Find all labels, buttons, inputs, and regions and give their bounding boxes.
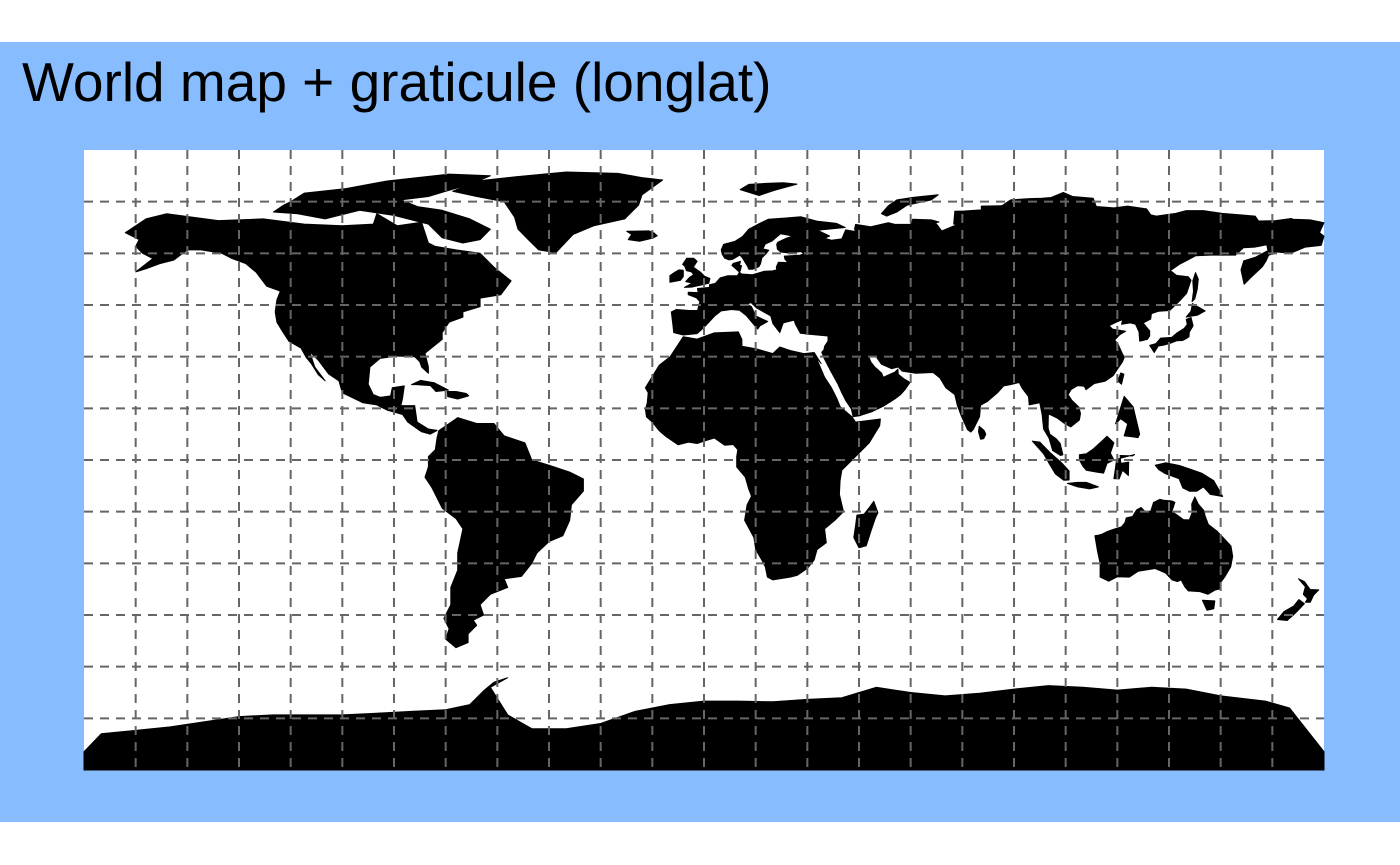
map-title: World map + graticule (longlat): [22, 51, 772, 113]
land-sulawesi: [1113, 454, 1136, 480]
land-japan: [1149, 316, 1194, 353]
land-canadian-arctic-islands: [272, 173, 491, 244]
land-south-america: [424, 417, 584, 649]
land-taiwan: [1117, 372, 1125, 385]
land-cuba: [411, 379, 449, 392]
land-greenland: [452, 171, 664, 254]
land-tasmania: [1201, 599, 1216, 611]
land-north-america: [124, 213, 512, 435]
land-arabian-peninsula: [823, 356, 911, 418]
land-sri-lanka: [978, 425, 987, 440]
land-eurasia: [670, 191, 1325, 456]
land-australia: [1094, 496, 1234, 595]
land-ireland: [669, 269, 684, 283]
land-new-zealand-north: [1298, 578, 1320, 603]
land-hispaniola: [446, 391, 470, 400]
land-svalbard: [739, 182, 798, 196]
land-sakhalin: [1191, 272, 1199, 303]
land-hokkaido: [1185, 303, 1206, 318]
land-iceland: [626, 230, 658, 242]
land-novaya-zemlya: [880, 194, 939, 217]
land-java: [1066, 481, 1099, 490]
land-layer: [83, 171, 1325, 771]
land-philippines: [1115, 395, 1141, 439]
land-new-guinea: [1154, 462, 1224, 497]
graticule-layer: [84, 150, 1324, 770]
